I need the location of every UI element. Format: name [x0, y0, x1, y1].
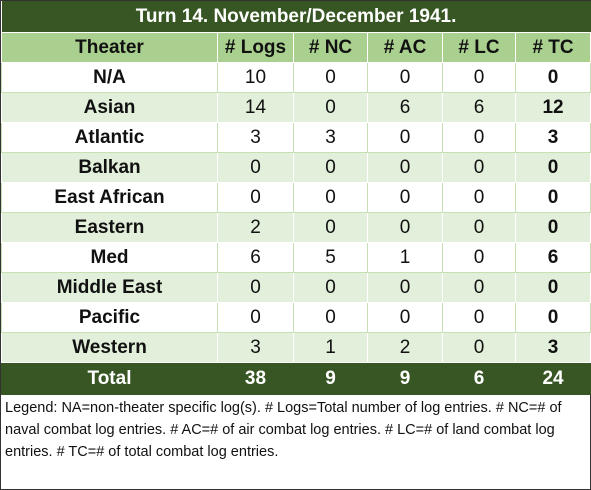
- data-cell: 0: [217, 272, 294, 303]
- header-cell: # Logs: [217, 32, 294, 63]
- data-row: East African 0 0 0 0 0: [1, 182, 591, 213]
- data-cell: 3: [514, 332, 591, 363]
- data-cell: 0: [367, 272, 443, 303]
- data-label: Asian: [1, 92, 218, 123]
- data-row: Asian 14 0 6 6 12: [1, 92, 591, 123]
- header-cell: # AC: [367, 32, 443, 63]
- data-cell: 1: [293, 332, 368, 363]
- data-cell: 6: [514, 242, 591, 273]
- data-cell: 10: [217, 62, 294, 93]
- data-cell: 0: [367, 182, 443, 213]
- header-cell: # LC: [442, 32, 516, 63]
- data-cell: 0: [442, 242, 516, 273]
- data-cell: 0: [442, 152, 516, 183]
- data-cell: 0: [514, 62, 591, 93]
- header-label: Theater: [1, 32, 218, 63]
- data-cell: 0: [217, 152, 294, 183]
- data-row: Balkan 0 0 0 0 0: [1, 152, 591, 183]
- title-row: Turn 14. November/December 1941.: [1, 1, 591, 33]
- data-label: Western: [1, 332, 218, 363]
- data-cell: 0: [514, 272, 591, 303]
- data-cell: 0: [293, 92, 368, 123]
- data-label: N/A: [1, 62, 218, 93]
- data-cell: 0: [293, 302, 368, 333]
- data-row: N/A 10 0 0 0 0: [1, 62, 591, 93]
- data-label: East African: [1, 182, 218, 213]
- data-cell: 0: [514, 152, 591, 183]
- data-cell: 0: [217, 302, 294, 333]
- data-cell: 12: [514, 92, 591, 123]
- total-cell: 24: [514, 362, 591, 395]
- data-row: Eastern 2 0 0 0 0: [1, 212, 591, 243]
- data-row: Western 3 1 2 0 3: [1, 332, 591, 363]
- data-cell: 0: [442, 182, 516, 213]
- total-cell: 38: [217, 362, 294, 395]
- data-row: Pacific 0 0 0 0 0: [1, 302, 591, 333]
- data-label: Med: [1, 242, 218, 273]
- data-label: Pacific: [1, 302, 218, 333]
- data-cell: 3: [217, 122, 294, 153]
- data-cell: 2: [217, 212, 294, 243]
- data-cell: 0: [367, 302, 443, 333]
- data-label: Atlantic: [1, 122, 218, 153]
- data-cell: 14: [217, 92, 294, 123]
- total-label: Total: [1, 362, 218, 395]
- data-cell: 0: [367, 212, 443, 243]
- data-cell: 0: [514, 212, 591, 243]
- table-title: Turn 14. November/December 1941.: [1, 1, 591, 33]
- data-cell: 6: [367, 92, 443, 123]
- data-cell: 6: [442, 92, 516, 123]
- data-cell: 0: [293, 182, 368, 213]
- total-row: Total 38 9 9 6 24: [1, 362, 591, 395]
- total-cell: 9: [293, 362, 368, 395]
- data-label: Middle East: [1, 272, 218, 303]
- data-row: Med 6 5 1 0 6: [1, 242, 591, 273]
- data-cell: 0: [514, 182, 591, 213]
- data-cell: 0: [293, 272, 368, 303]
- total-cell: 6: [442, 362, 516, 395]
- data-cell: 0: [367, 122, 443, 153]
- data-row: Atlantic 3 3 0 0 3: [1, 122, 591, 153]
- data-row: Middle East 0 0 0 0 0: [1, 272, 591, 303]
- data-cell: 0: [293, 152, 368, 183]
- data-cell: 3: [514, 122, 591, 153]
- data-cell: 0: [367, 62, 443, 93]
- header-cell: # TC: [514, 32, 591, 63]
- data-cell: 3: [217, 332, 294, 363]
- data-cell: 6: [217, 242, 294, 273]
- data-cell: 0: [442, 212, 516, 243]
- table-body: Turn 14. November/December 1941. Theater…: [1, 1, 591, 395]
- data-cell: 0: [442, 302, 516, 333]
- header-cell: # NC: [293, 32, 368, 63]
- data-cell: 0: [293, 212, 368, 243]
- data-cell: 0: [442, 122, 516, 153]
- header-row: Theater # Logs # NC # AC # LC # TC: [1, 32, 591, 63]
- data-label: Balkan: [1, 152, 218, 183]
- data-cell: 5: [293, 242, 368, 273]
- data-cell: 1: [367, 242, 443, 273]
- data-cell: 0: [442, 272, 516, 303]
- table: Turn 14. November/December 1941. Theater…: [1, 1, 591, 395]
- data-cell: 0: [217, 182, 294, 213]
- legend-text: Legend: NA=non-theater specific log(s). …: [5, 400, 562, 460]
- data-cell: 0: [293, 62, 368, 93]
- data-cell: 2: [367, 332, 443, 363]
- data-cell: 3: [293, 122, 368, 153]
- data-cell: 0: [442, 332, 516, 363]
- data-label: Eastern: [1, 212, 218, 243]
- total-cell: 9: [367, 362, 443, 395]
- data-cell: 0: [367, 152, 443, 183]
- data-cell: 0: [514, 302, 591, 333]
- data-cell: 0: [442, 62, 516, 93]
